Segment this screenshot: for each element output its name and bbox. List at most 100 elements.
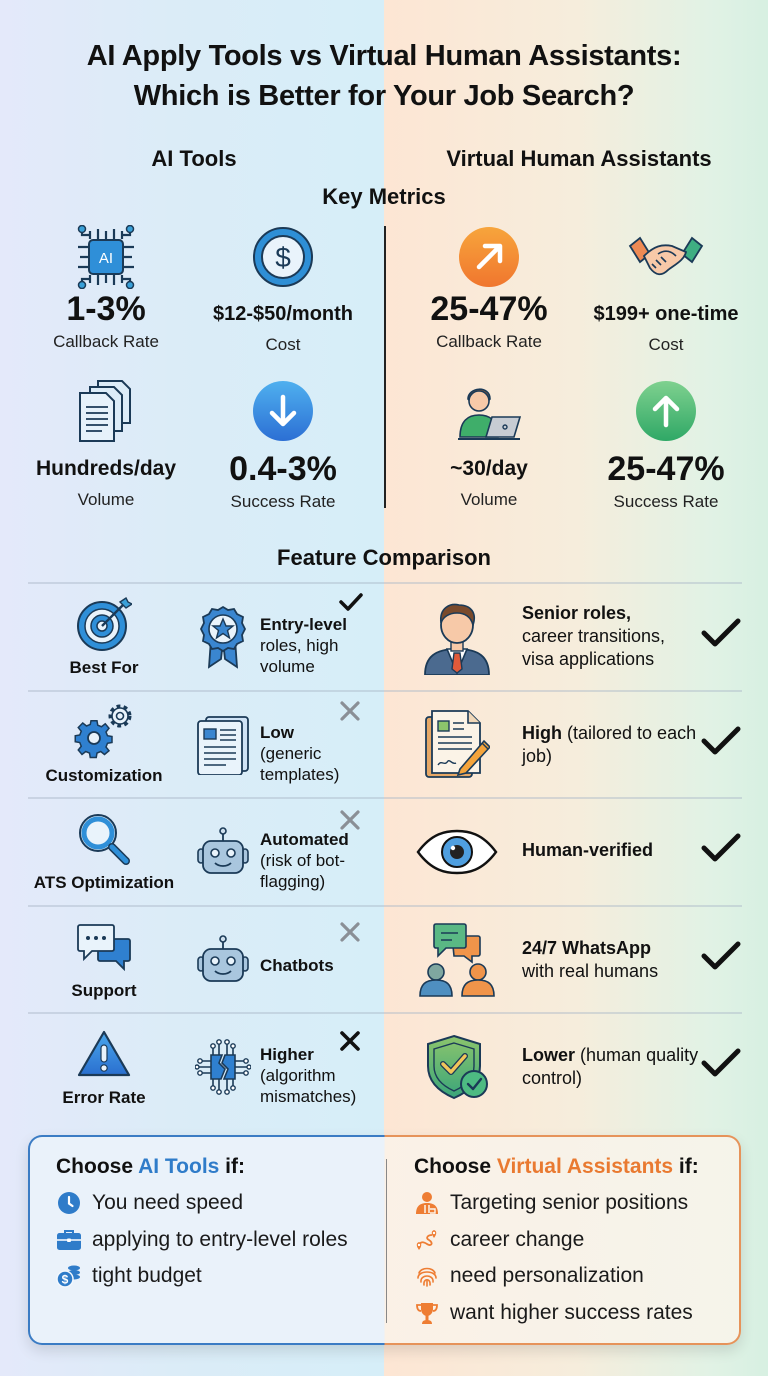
metric-label: Callback Rate xyxy=(436,331,542,351)
robot-icon xyxy=(190,817,256,887)
feature-category-label: Support xyxy=(71,980,137,1000)
choose-item-text: need personalization xyxy=(450,1264,644,1288)
briefcase-icon xyxy=(56,1227,82,1253)
fingerprint-icon xyxy=(414,1263,440,1289)
choose-ai-tools: Choose AI Tools if: You need speed apply… xyxy=(56,1155,348,1295)
choose-ai-item: applying to entry-level roles xyxy=(56,1222,348,1259)
ai-chip-icon: AI xyxy=(16,222,196,292)
check-icon xyxy=(700,939,742,973)
metric-value: ~30/day xyxy=(450,457,528,480)
feature-category-label: ATS Optimization xyxy=(33,873,175,892)
ai-feature-text: Chatbots xyxy=(260,955,334,975)
page-title: AI Apply Tools vs Virtual Human Assistan… xyxy=(0,36,768,116)
feature-comparison-table: Best For Entry-level roles, high volume xyxy=(28,582,742,1120)
metric-label: Callback Rate xyxy=(53,331,159,351)
metric-value: $199+ one-time xyxy=(593,303,739,325)
check-icon xyxy=(338,592,364,612)
choose-va-item: career change xyxy=(414,1222,699,1259)
metric-value: Hundreds/day xyxy=(35,457,177,480)
choose-item-text: Targeting senior positions xyxy=(450,1191,689,1215)
feature-category-label: Best For xyxy=(69,658,139,677)
ai-feature-text: Low (generic templates) xyxy=(260,722,340,784)
recommendation-divider xyxy=(386,1159,387,1323)
metric-label: Volume xyxy=(460,490,518,510)
arrow-up-right-circle-icon xyxy=(399,222,579,292)
column-heading-ai: AI Tools xyxy=(151,146,237,171)
warning-icon xyxy=(28,1024,180,1084)
choose-va-item: want higher success rates xyxy=(414,1295,699,1332)
feature-category-label: Customization xyxy=(45,765,163,785)
metric-ai-volume: Hundreds/day Volume xyxy=(16,376,196,510)
robot-icon xyxy=(190,925,256,995)
gears-icon xyxy=(28,702,180,762)
ai-feature-text: Entry-level roles, high volume xyxy=(260,615,347,676)
senior-person-icon xyxy=(414,1190,440,1216)
metric-label: Success Rate xyxy=(230,491,336,511)
shield-check-icon xyxy=(412,1028,502,1106)
feature-category: ATS Optimization xyxy=(28,809,180,893)
metric-va-cost: $199+ one-time Cost xyxy=(576,222,756,355)
va-feature-text: Human-verified xyxy=(522,840,654,860)
metric-label: Volume xyxy=(77,490,135,510)
broken-circuit-icon xyxy=(190,1032,256,1102)
feature-category: Best For xyxy=(28,594,180,678)
dollar-coin-icon: $ xyxy=(193,222,373,292)
cross-icon xyxy=(339,1030,361,1052)
cross-icon xyxy=(339,809,361,831)
documents-icon xyxy=(16,376,196,446)
metric-ai-success: 0.4-3% Success Rate xyxy=(193,376,373,512)
metric-va-callback: 25-47% Callback Rate xyxy=(399,222,579,352)
feature-row-error-rate: Error Rate xyxy=(28,1012,742,1120)
feature-row-ats-optimization: ATS Optimization Automated (risk of bot-f… xyxy=(28,797,742,905)
template-document-icon xyxy=(190,710,256,780)
svg-text:$: $ xyxy=(62,1273,69,1287)
choose-item-text: want higher success rates xyxy=(450,1300,693,1324)
ai-feature-text: Automated (risk of bot-flagging) xyxy=(260,830,349,891)
choose-ai-item: You need speed xyxy=(56,1185,348,1222)
clock-icon xyxy=(56,1190,82,1216)
feature-row-best-for: Best For Entry-level roles, high volume xyxy=(28,582,742,690)
magnifier-icon xyxy=(28,809,180,869)
choose-item-text: tight budget xyxy=(92,1264,202,1288)
recommendation-box: Choose AI Tools if: You need speed apply… xyxy=(28,1135,741,1345)
svg-text:AI: AI xyxy=(99,250,113,267)
feature-category-label: Error Rate xyxy=(62,1088,146,1107)
metric-value: 25-47% xyxy=(607,450,725,488)
check-icon xyxy=(700,724,742,758)
coins-icon: $ xyxy=(56,1263,82,1289)
trophy-icon xyxy=(414,1300,440,1326)
metric-va-success: 25-47% Success Rate xyxy=(576,376,756,512)
eye-icon xyxy=(412,813,502,891)
choose-item-text: applying to entry-level roles xyxy=(92,1227,348,1251)
key-metrics-title: Key Metrics xyxy=(322,184,446,209)
choose-ai-heading: Choose AI Tools if: xyxy=(56,1155,245,1178)
choose-va-item: need personalization xyxy=(414,1258,699,1295)
feature-category: Customization xyxy=(28,702,180,786)
metric-value: $12-$50/month xyxy=(212,303,354,325)
choose-item-text: You need speed xyxy=(92,1191,244,1215)
handshake-icon xyxy=(576,222,756,292)
metric-label: Success Rate xyxy=(613,491,719,511)
metric-label: Cost xyxy=(648,335,684,354)
cross-icon xyxy=(339,921,361,943)
metric-value: 0.4-3% xyxy=(229,450,337,488)
check-icon xyxy=(700,831,742,865)
check-icon xyxy=(700,1046,742,1080)
va-feature-text: Lower (human quality control) xyxy=(522,1045,699,1088)
document-pencil-icon xyxy=(412,706,502,784)
va-feature-text: Senior roles, career transitions, visa ap… xyxy=(522,603,666,669)
choose-va-item: Targeting senior positions xyxy=(414,1185,699,1222)
target-icon xyxy=(28,594,180,654)
arrow-down-circle-icon xyxy=(193,376,373,446)
person-laptop-icon xyxy=(399,376,579,446)
award-ribbon-icon xyxy=(190,602,256,672)
check-icon xyxy=(700,616,742,650)
feature-category: Error Rate xyxy=(28,1024,180,1108)
feature-row-support: Support Chatbots xyxy=(28,904,742,1013)
feature-category: Support xyxy=(28,917,180,1001)
people-chat-icon xyxy=(412,921,502,999)
route-icon xyxy=(414,1227,440,1253)
va-feature-text: 24/7 WhatsApp with real humans xyxy=(522,937,659,981)
title-line-2: Which is Better for Your Job Search? xyxy=(133,80,635,112)
